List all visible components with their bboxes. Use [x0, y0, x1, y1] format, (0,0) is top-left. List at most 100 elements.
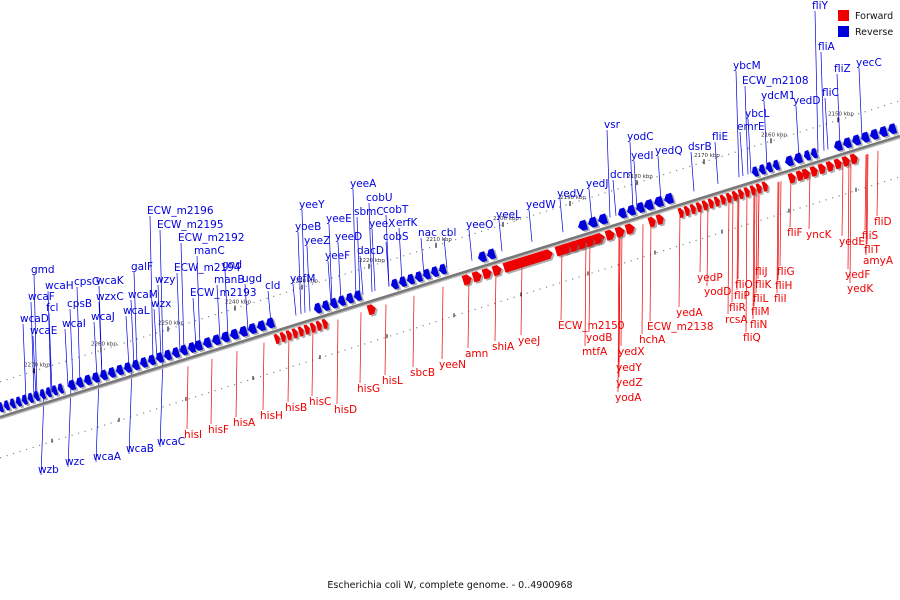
leader-line: [76, 286, 81, 384]
upper-track-dot: [832, 121, 834, 123]
leader-line: [789, 178, 792, 228]
gene-body: [787, 172, 796, 184]
leader-line: [22, 323, 27, 400]
reverse-gene: [486, 248, 499, 261]
gene-body: [614, 226, 625, 238]
leader-line: [836, 73, 841, 146]
lower-track-dot: [546, 286, 548, 288]
leader-line: [40, 394, 45, 476]
upper-track-dot: [91, 352, 93, 354]
gene-label-yeex: yeeX: [369, 218, 395, 230]
gene-label-erfk: erfK: [396, 217, 418, 229]
leader-line: [192, 297, 197, 347]
gene-label-yeeo: yeeO: [466, 219, 493, 231]
gene-label-wcaf: wcaF: [28, 291, 55, 303]
lower-track-dot: [13, 452, 15, 455]
gene-body: [438, 263, 448, 275]
gene-body: [202, 337, 213, 349]
leader-line: [67, 385, 72, 468]
upper-track-dot: [559, 206, 561, 208]
lower-track-dot: [390, 335, 392, 337]
reverse-gene: [15, 396, 25, 409]
leader-line: [814, 10, 819, 153]
leader-line: [559, 198, 564, 233]
upper-track-dot: [825, 123, 827, 125]
gene-glyphs: [0, 123, 900, 414]
lower-track-dot: [143, 412, 145, 414]
lower-track-dot: [403, 331, 405, 333]
scale-tick-label: 2250 kbp: [158, 321, 184, 327]
gene-label-hisc: hisC: [309, 396, 331, 408]
gene-label-wcaa: wcaA: [93, 451, 122, 463]
leader-line: [337, 241, 342, 302]
upper-track-dot: [136, 338, 138, 340]
leader-line: [297, 231, 302, 315]
leader-line: [824, 97, 829, 150]
gene-label-flif: fliF: [787, 227, 803, 239]
upper-track-dot: [110, 346, 112, 348]
gene-body: [291, 328, 298, 339]
gene-body: [313, 302, 323, 314]
gene-body: [430, 266, 440, 277]
reverse-gene: [810, 147, 821, 160]
leader-line: [584, 242, 587, 347]
upper-track-dot: [793, 133, 795, 135]
upper-track-dot: [507, 222, 509, 224]
gene-label-ybcm: ybcM: [733, 60, 761, 72]
leader-line: [224, 269, 229, 337]
lower-track-dot: [149, 410, 151, 412]
upper-track-dot: [253, 301, 255, 304]
gene-body: [75, 376, 85, 388]
gene-body: [624, 223, 635, 235]
gene-body: [569, 241, 578, 252]
lower-track-dot: [104, 424, 106, 426]
scale-tick-label: 2260 kbp: [91, 341, 117, 347]
legend-reverse-swatch: [838, 26, 849, 37]
upper-track-dot: [149, 334, 151, 336]
leader-line: [745, 191, 748, 333]
leader-line: [864, 154, 867, 231]
forward-gene: [683, 205, 692, 218]
lower-track-dot: [767, 217, 769, 219]
gene-body: [273, 333, 280, 345]
gene-body: [155, 352, 165, 363]
upper-track-dot: [117, 344, 119, 346]
lower-track-dot: [364, 343, 366, 345]
gene-body: [617, 207, 628, 219]
lower-track-dot: [377, 339, 379, 341]
gene-body: [147, 354, 157, 366]
gene-body: [220, 331, 231, 343]
lower-track-dot: [240, 381, 242, 384]
gene-label-hcha: hchA: [639, 334, 666, 346]
leader-line: [588, 188, 593, 224]
leader-line: [412, 295, 415, 368]
reverse-gene: [803, 149, 814, 163]
upper-track-dot: [806, 129, 808, 131]
leader-line: [753, 189, 756, 307]
upper-track-dot: [455, 238, 457, 241]
upper-track-dot: [227, 309, 229, 312]
lower-track-dot: [760, 219, 762, 221]
upper-track-dot: [780, 137, 782, 139]
gene-label-wcaj: wcaJ: [91, 311, 115, 323]
leader-line: [641, 224, 644, 335]
gene-body: [353, 290, 363, 301]
lower-track-dot: [669, 247, 671, 250]
reverse-gene: [664, 192, 677, 206]
reverse-gene: [751, 166, 762, 179]
gene-body: [578, 219, 589, 231]
upper-track-dot: [390, 259, 392, 261]
leader-line: [69, 308, 74, 386]
gene-label-yede: yedE: [839, 236, 865, 248]
gene-label-mtfa: mtfA: [582, 346, 608, 358]
reverse-gene: [842, 137, 855, 150]
gene-label-fcl: fcl: [46, 302, 58, 314]
gene-label-wzc: wzc: [65, 456, 85, 468]
gene-body: [309, 322, 316, 334]
upper-track-dot: [240, 305, 242, 308]
reverse-gene: [229, 328, 242, 342]
gene-label-yeel: yeeL: [496, 209, 521, 221]
reverse-gene: [171, 347, 183, 360]
gene-body: [390, 278, 400, 290]
reverse-gene: [21, 394, 31, 407]
